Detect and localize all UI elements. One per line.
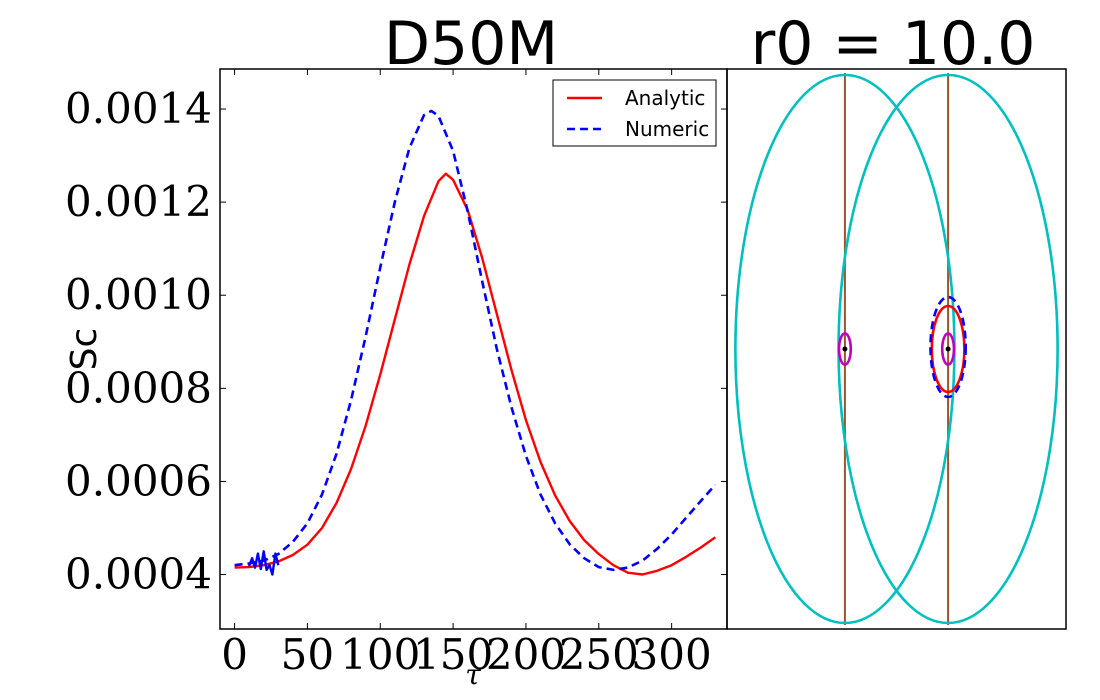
series-line-analytic [234,172,716,576]
y-tick-label: 0.0014 [65,84,212,133]
orbit-panel [726,68,1067,630]
legend: Analytic Numeric [552,79,717,147]
inner-left-magenta-ellipse [837,332,853,366]
y-tick-label: 0.0004 [65,550,212,599]
inner-right-magenta-ellipse [940,332,956,366]
x-tick-label: 150 [413,630,493,679]
x-tick-label: 250 [559,630,639,679]
x-tick-label: 0 [221,630,248,679]
numeric-orbit-ellipse [929,295,967,399]
series-line-numeric [234,109,717,572]
x-tick-label: 200 [486,630,566,679]
series-line-noise-2 [247,550,280,576]
x-tick-label: 100 [340,630,420,679]
right-panel-title: r0 = 10.0 [751,9,1036,79]
y-tick-label: 0.0012 [65,177,212,226]
orbit-shapes [734,73,1059,625]
orbit-frame [726,68,1067,630]
legend-box [552,79,717,147]
y-tick-label: 0.0006 [65,456,212,505]
center-point [842,346,848,352]
series-group [234,109,717,576]
plot-frame [219,68,728,630]
x-axis-label: τ [465,658,481,691]
legend-label-numeric: Numeric [625,117,709,141]
y-axis-label: Sc [64,328,105,371]
y-tick-label: 0.0008 [65,363,212,412]
y-tick-label: 0.0010 [65,270,212,319]
center-point [945,346,951,352]
legend-label-analytic: Analytic [625,86,705,110]
left-panel-title: D50M [384,9,558,79]
x-tick-label: 300 [632,630,712,679]
x-tick-label: 50 [281,630,334,679]
